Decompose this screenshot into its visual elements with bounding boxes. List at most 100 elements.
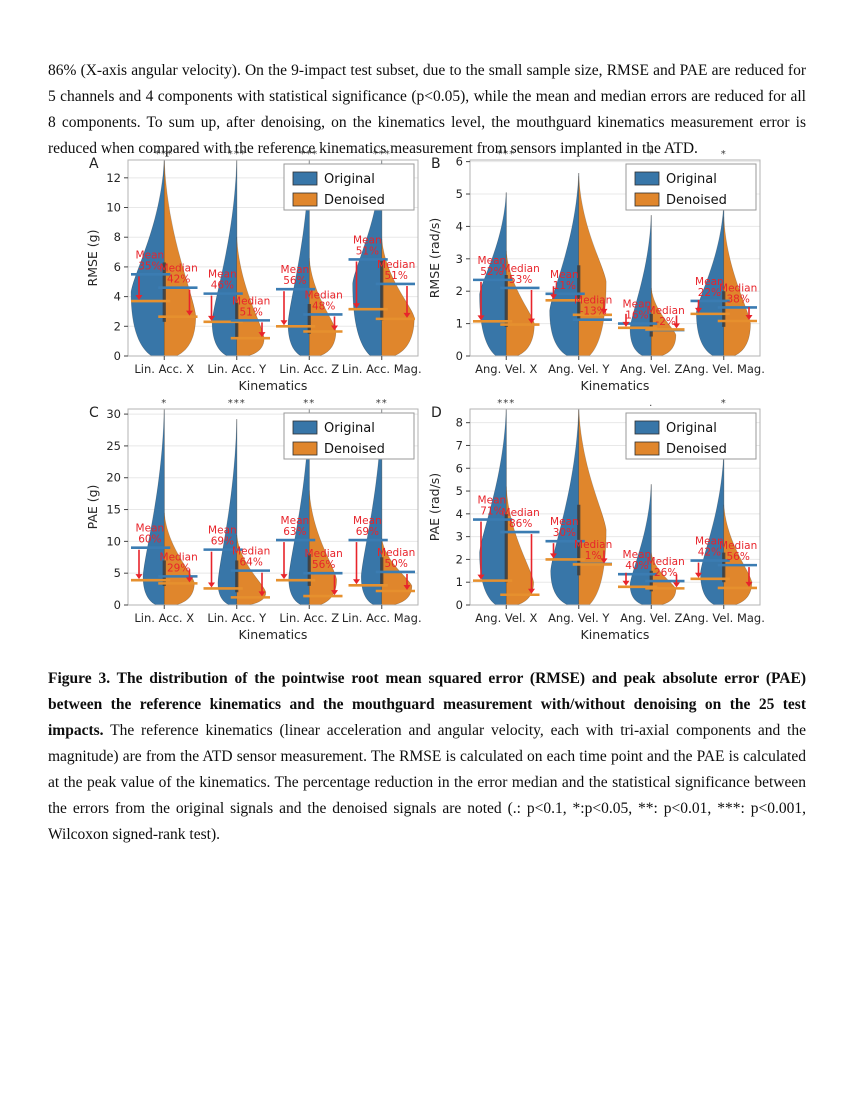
svg-text:38%: 38% <box>726 293 749 305</box>
svg-text:3: 3 <box>456 530 463 544</box>
svg-text:Median: Median <box>160 551 198 563</box>
svg-text:53%: 53% <box>509 274 532 286</box>
svg-text:Kinematics: Kinematics <box>581 378 650 393</box>
svg-text:Median: Median <box>502 507 540 519</box>
svg-text:Median: Median <box>377 259 415 271</box>
svg-text:Median: Median <box>574 539 612 551</box>
figure-caption-text: The reference kinematics (linear acceler… <box>48 721 806 843</box>
body-paragraph: 86% (X-axis angular velocity). On the 9-… <box>48 61 806 157</box>
svg-text:*: * <box>161 398 167 409</box>
svg-text:Median: Median <box>719 540 757 552</box>
svg-text:64%: 64% <box>239 557 262 569</box>
svg-text:56%: 56% <box>283 275 306 287</box>
svg-text:Mean: Mean <box>353 234 382 246</box>
svg-text:Median: Median <box>232 295 270 307</box>
svg-text:Mean: Mean <box>478 255 507 267</box>
violin-chart-svg: CMean60%Median29%*Mean69%Median64%***Mea… <box>85 398 422 642</box>
svg-text:0: 0 <box>456 349 463 363</box>
figure-3: A Mean 35% Median 42% *** Mean 46% Median 51% *** M… <box>85 148 770 646</box>
svg-text:40%: 40% <box>625 560 648 572</box>
svg-text:-2%: -2% <box>655 316 675 328</box>
svg-text:Mean: Mean <box>208 525 237 537</box>
svg-text:2: 2 <box>456 552 463 566</box>
svg-text:Mean: Mean <box>623 299 652 311</box>
svg-text:56%: 56% <box>312 559 335 571</box>
svg-text:8: 8 <box>456 416 463 430</box>
svg-text:0: 0 <box>114 598 121 612</box>
svg-text:Ang. Vel. Y: Ang. Vel. Y <box>548 362 610 376</box>
svg-text:***: *** <box>497 398 515 409</box>
svg-text:Mean: Mean <box>550 269 579 281</box>
svg-text:51%: 51% <box>384 270 407 282</box>
svg-text:***: *** <box>155 149 173 160</box>
svg-text:Denoised: Denoised <box>666 193 727 208</box>
svg-text:Kinematics: Kinematics <box>581 627 650 642</box>
svg-text:***: *** <box>228 398 246 409</box>
svg-text:D: D <box>431 405 442 421</box>
svg-text:PAE (g): PAE (g) <box>86 485 100 530</box>
svg-text:4: 4 <box>456 507 463 521</box>
svg-text:Mean: Mean <box>281 264 310 276</box>
svg-text:Median: Median <box>305 289 343 301</box>
svg-text:Mean: Mean <box>281 515 310 527</box>
svg-text:11%: 11% <box>553 280 576 292</box>
svg-text:Original: Original <box>666 421 717 436</box>
svg-text:RMSE (g): RMSE (g) <box>86 230 100 287</box>
svg-text:Median: Median <box>377 547 415 559</box>
svg-text:Median: Median <box>160 263 198 275</box>
svg-text:***: *** <box>497 149 515 160</box>
svg-text:**: ** <box>303 398 315 409</box>
svg-text:26%: 26% <box>654 567 677 579</box>
svg-text:50%: 50% <box>384 558 407 570</box>
svg-text:Denoised: Denoised <box>666 442 727 457</box>
svg-text:Mean: Mean <box>136 523 165 535</box>
svg-text:48%: 48% <box>312 300 335 312</box>
svg-text:35%: 35% <box>138 260 161 272</box>
svg-text:*: * <box>648 149 654 160</box>
svg-text:Ang. Vel. Z: Ang. Vel. Z <box>620 362 682 376</box>
svg-text:B: B <box>431 156 441 172</box>
svg-text:63%: 63% <box>283 526 306 538</box>
svg-text:PAE (rad/s): PAE (rad/s) <box>428 473 442 541</box>
svg-text:1: 1 <box>456 317 463 331</box>
svg-text:Lin. Acc. Mag.: Lin. Acc. Mag. <box>342 611 422 625</box>
svg-text:A: A <box>89 156 99 172</box>
svg-text:6: 6 <box>456 155 463 169</box>
svg-text:Median: Median <box>647 556 685 568</box>
svg-text:29%: 29% <box>167 562 190 574</box>
figure-caption: Figure 3. The distribution of the pointw… <box>48 666 806 848</box>
svg-text:Mean: Mean <box>550 516 579 528</box>
svg-text:42%: 42% <box>167 274 190 286</box>
svg-text:Lin. Acc. Z: Lin. Acc. Z <box>279 362 339 376</box>
svg-text:10: 10 <box>106 201 121 215</box>
svg-text:5: 5 <box>456 484 463 498</box>
svg-text:Lin. Acc. Y: Lin. Acc. Y <box>207 362 267 376</box>
svg-text:20: 20 <box>106 471 121 485</box>
svg-text:5: 5 <box>114 566 121 580</box>
panel-d-pae-angular-chart: D Mean 71% Median 86% *** Mean 30% Median 1% Mean 4… <box>427 397 766 644</box>
svg-text:Ang. Vel. X: Ang. Vel. X <box>475 611 537 625</box>
svg-text:Lin. Acc. Y: Lin. Acc. Y <box>207 611 267 625</box>
panel-b-rmse-angular-chart: B Mean 52% Median 53% *** Mean 11% Median -13% Mea… <box>427 148 766 395</box>
svg-text:Ang. Vel. Z: Ang. Vel. Z <box>620 611 682 625</box>
panel-c-pae-linear-chart: C Mean 60% Median 29% * Mean 69% Median 64% *** Mea… <box>85 397 424 644</box>
svg-text:15: 15 <box>106 503 121 517</box>
svg-text:*: * <box>721 149 727 160</box>
svg-text:Mean: Mean <box>208 269 237 281</box>
svg-text:2: 2 <box>456 284 463 298</box>
violin-chart-svg: AMean35%Median42%***Mean46%Median51%***M… <box>85 149 422 393</box>
svg-text:22%: 22% <box>698 287 721 299</box>
svg-text:RMSE (rad/s): RMSE (rad/s) <box>428 218 442 299</box>
svg-text:4: 4 <box>456 219 463 233</box>
svg-text:Median: Median <box>232 546 270 558</box>
svg-text:.: . <box>649 398 653 409</box>
panel-a-rmse-linear-chart: A Mean 35% Median 42% *** Mean 46% Median 51% *** M… <box>85 148 424 395</box>
svg-text:16%: 16% <box>625 310 648 322</box>
svg-text:30: 30 <box>106 407 121 421</box>
svg-text:4: 4 <box>114 290 121 304</box>
svg-text:Ang. Vel. Mag.: Ang. Vel. Mag. <box>683 362 765 376</box>
svg-text:Kinematics: Kinematics <box>239 378 308 393</box>
svg-text:6: 6 <box>114 260 121 274</box>
svg-text:46%: 46% <box>211 280 234 292</box>
